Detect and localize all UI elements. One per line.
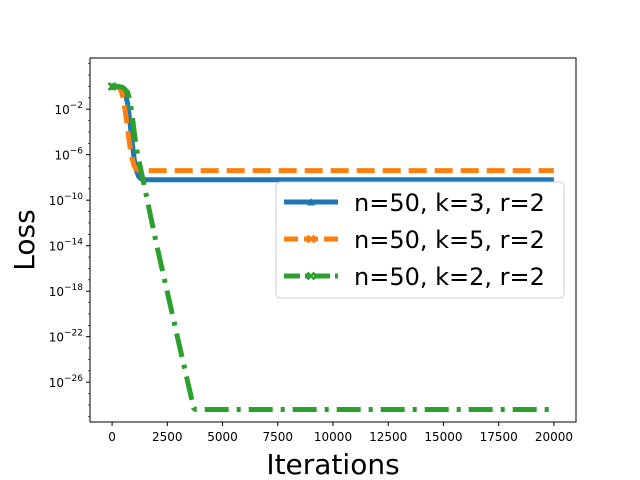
y-tick-base: 10 bbox=[54, 103, 69, 117]
y-axis-label: Loss bbox=[8, 209, 41, 270]
legend-box bbox=[275, 181, 565, 299]
x-tick-label: 15000 bbox=[424, 430, 462, 444]
y-tick-base: 10 bbox=[49, 194, 64, 208]
x-tick-label: 20000 bbox=[535, 430, 573, 444]
series-line-3 bbox=[112, 83, 554, 412]
series-line-2 bbox=[112, 83, 554, 174]
y-tick-exponent: −6 bbox=[70, 147, 84, 157]
legend-label-3: n=50, k=2, r=2 bbox=[354, 263, 545, 291]
y-tick-label: 10−6 bbox=[54, 147, 83, 163]
y-tick-base: 10 bbox=[49, 331, 64, 345]
series-layer bbox=[107, 82, 554, 412]
y-tick-exponent: −2 bbox=[70, 101, 83, 111]
legend-label-2: n=50, k=5, r=2 bbox=[354, 226, 545, 254]
y-tick-label: 10−10 bbox=[49, 192, 84, 208]
y-tick-base: 10 bbox=[54, 149, 69, 163]
x-axis-ticks: 0 2500 5000 7500 10000 12500 15000 17500 20000 bbox=[108, 422, 573, 444]
y-tick-exponent: −26 bbox=[64, 374, 83, 384]
legend-marker bbox=[307, 198, 315, 206]
x-tick-label: 10000 bbox=[314, 430, 352, 444]
y-tick-exponent: −22 bbox=[64, 329, 83, 339]
legend: n=50, k=3, r=2 n=50, k=5, r=2 n=50, k=2, r… bbox=[275, 181, 565, 299]
y-tick-label: 10−26 bbox=[49, 374, 84, 390]
legend-marker bbox=[306, 271, 316, 281]
y-tick-base: 10 bbox=[49, 376, 64, 390]
y-tick-exponent: −14 bbox=[64, 238, 83, 248]
x-tick-label: 12500 bbox=[369, 430, 407, 444]
legend-label-1: n=50, k=3, r=2 bbox=[354, 189, 545, 217]
y-tick-base: 10 bbox=[49, 240, 64, 254]
y-tick-label: 10−14 bbox=[49, 238, 84, 254]
x-tick-label: 2500 bbox=[152, 430, 183, 444]
y-tick-exponent: −10 bbox=[64, 192, 83, 202]
y-tick-exponent: −18 bbox=[64, 283, 83, 293]
x-tick-label: 17500 bbox=[480, 430, 518, 444]
x-tick-label: 5000 bbox=[207, 430, 238, 444]
y-tick-label: 10−18 bbox=[49, 283, 84, 299]
x-tick-label: 7500 bbox=[262, 430, 293, 444]
y-tick-base: 10 bbox=[49, 285, 64, 299]
series-marker bbox=[107, 82, 117, 91]
y-tick-label: 10−2 bbox=[54, 101, 83, 117]
x-axis-label: Iterations bbox=[266, 448, 399, 480]
y-tick-label: 10−22 bbox=[49, 329, 83, 345]
x-tick-label: 0 bbox=[108, 430, 116, 444]
legend-marker bbox=[306, 234, 316, 244]
